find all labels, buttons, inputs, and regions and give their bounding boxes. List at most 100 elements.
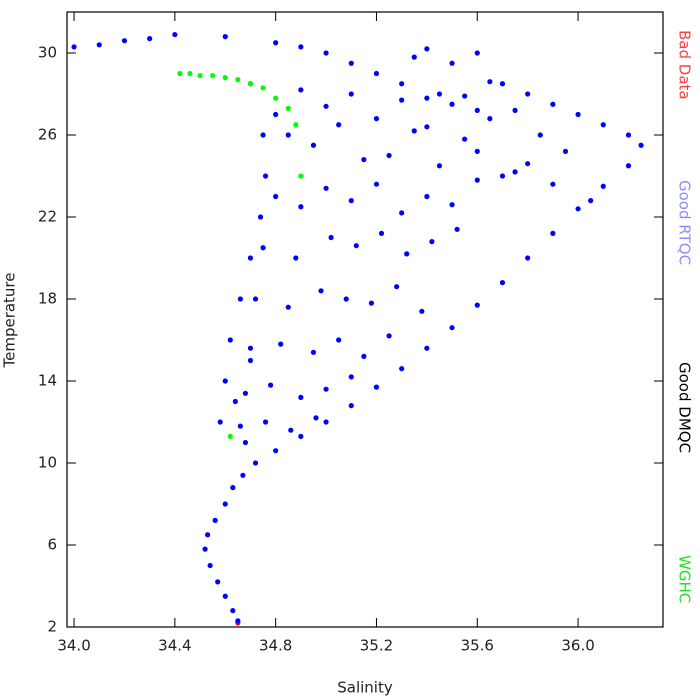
point <box>348 91 354 97</box>
point <box>449 202 455 208</box>
point <box>227 337 233 343</box>
point <box>268 382 274 388</box>
point <box>424 345 430 351</box>
point <box>424 124 430 130</box>
point <box>487 79 493 85</box>
point <box>562 148 569 154</box>
point <box>348 198 354 204</box>
point <box>313 415 319 421</box>
point <box>252 460 259 466</box>
x-axis-label: Salinity <box>337 679 393 697</box>
point <box>215 579 221 585</box>
point <box>298 87 304 93</box>
y-tick-label: 6 <box>47 536 57 554</box>
point <box>230 485 236 491</box>
point <box>436 163 443 169</box>
point <box>237 423 243 429</box>
point <box>348 60 354 66</box>
point <box>227 433 233 439</box>
x-tick-label: 35.2 <box>360 637 393 655</box>
point <box>499 280 506 286</box>
point <box>222 75 228 81</box>
y-axis-label: Temperature <box>1 272 19 368</box>
point <box>187 70 193 77</box>
point <box>293 255 299 261</box>
point <box>323 386 329 392</box>
point <box>262 173 269 179</box>
point <box>424 193 430 200</box>
point <box>394 284 400 290</box>
point <box>260 245 266 251</box>
point <box>323 419 329 425</box>
point <box>222 501 228 507</box>
point <box>336 337 342 343</box>
point <box>348 374 354 380</box>
point <box>273 111 279 118</box>
point <box>550 101 556 107</box>
point <box>242 439 249 446</box>
point <box>436 91 443 97</box>
y-tick-label: 2 <box>47 618 57 636</box>
point <box>411 128 417 134</box>
point <box>235 618 241 624</box>
plot-frame <box>66 11 664 628</box>
point <box>386 152 392 159</box>
x-tick-label: 35.6 <box>461 637 494 655</box>
point <box>550 230 556 236</box>
legend-entry: Good DMQC <box>676 362 694 453</box>
point <box>293 122 299 128</box>
point <box>399 81 405 87</box>
point <box>217 419 223 425</box>
point <box>247 255 254 261</box>
point <box>232 398 238 405</box>
point <box>242 390 249 396</box>
point <box>361 353 367 359</box>
point <box>537 132 543 138</box>
point <box>424 95 430 101</box>
point <box>449 101 455 107</box>
y-tick-label: 22 <box>38 208 57 226</box>
point <box>237 296 243 302</box>
y-tick-label: 18 <box>38 290 57 308</box>
point <box>260 132 266 138</box>
point <box>222 34 228 40</box>
point <box>121 38 128 44</box>
point <box>487 116 493 122</box>
point <box>273 448 279 454</box>
point <box>449 325 455 331</box>
point <box>525 161 531 167</box>
point <box>207 562 213 569</box>
point <box>449 60 455 66</box>
point <box>348 403 354 409</box>
point <box>273 40 279 46</box>
point <box>625 132 632 138</box>
point <box>575 206 581 212</box>
point <box>550 181 556 187</box>
point <box>298 394 304 400</box>
point <box>212 517 218 524</box>
point <box>323 50 329 56</box>
legend-entry: Good RTQC <box>676 180 694 265</box>
point <box>273 95 279 101</box>
point <box>424 46 430 52</box>
point <box>399 97 405 103</box>
point <box>588 198 594 204</box>
point <box>399 210 405 216</box>
point <box>278 341 284 347</box>
point <box>257 214 264 220</box>
point <box>373 116 380 122</box>
point <box>411 54 417 60</box>
point <box>525 91 531 97</box>
point <box>298 433 304 439</box>
point <box>172 31 178 38</box>
point <box>310 349 317 355</box>
point <box>512 169 518 175</box>
point <box>462 136 468 142</box>
point <box>474 148 480 154</box>
point <box>454 226 460 232</box>
point <box>600 122 606 128</box>
point <box>343 296 349 302</box>
point <box>262 419 269 425</box>
point <box>323 103 329 109</box>
